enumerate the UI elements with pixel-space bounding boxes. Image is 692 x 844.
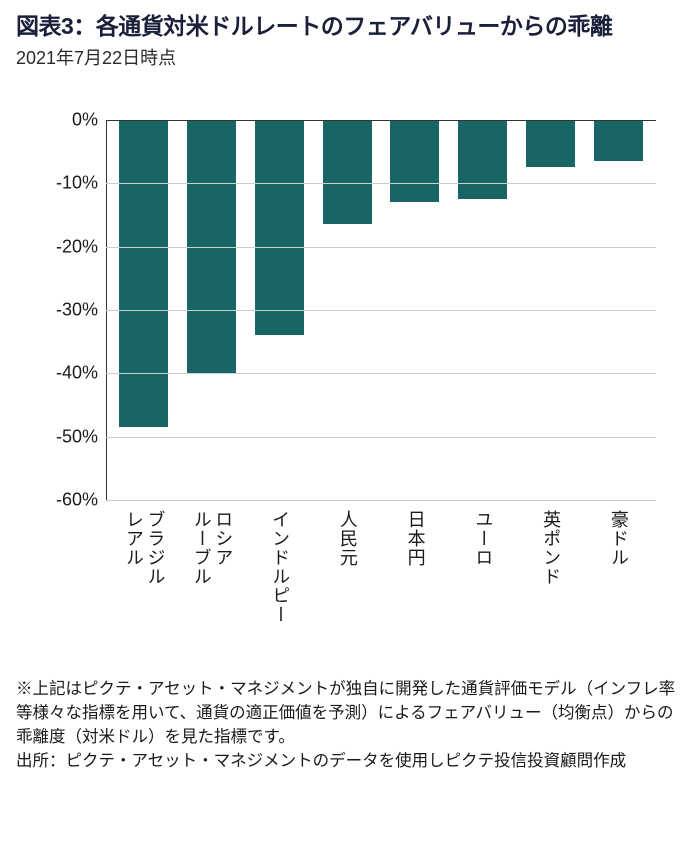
y-tick-label: 0%: [72, 109, 106, 130]
bar: [526, 120, 575, 168]
gridline: [106, 373, 656, 374]
gridline: [106, 120, 656, 121]
x-label-slot: ユーロ: [449, 510, 517, 624]
y-tick-label: -50%: [56, 426, 106, 447]
x-label-slot: 人民元: [313, 510, 381, 624]
plot-area: 0%-10%-20%-30%-40%-50%-60%: [106, 120, 656, 500]
gridline: [106, 183, 656, 184]
x-axis-label: ロシアルーブル: [190, 510, 233, 586]
gridline: [106, 310, 656, 311]
footnote: ※上記はピクテ・アセット・マネジメントが独自に開発した通貨評価モデル（インフレ率…: [16, 678, 676, 774]
gridline: [106, 247, 656, 248]
x-axis-label: ブラジルレアル: [122, 510, 165, 586]
bar: [119, 120, 168, 427]
bar: [323, 120, 372, 225]
x-axis-label: 豪ドル: [607, 510, 629, 567]
x-axis-label: 日本円: [404, 510, 426, 567]
chart-subtitle: 2021年7月22日時点: [16, 44, 676, 70]
footnote-line2: 出所：ピクテ・アセット・マネジメントのデータを使用しピクテ投信投資顧問作成: [16, 752, 626, 770]
y-tick-label: -30%: [56, 299, 106, 320]
bar: [458, 120, 507, 199]
x-axis-labels: ブラジルレアルロシアルーブル インドルピー 人民元 日本円 ユーロ 英ポンド 豪ドル: [106, 510, 656, 624]
bar: [255, 120, 304, 335]
x-label-slot: ブラジルレアル: [110, 510, 178, 624]
x-label-slot: ロシアルーブル: [178, 510, 246, 624]
x-label-slot: 英ポンド: [517, 510, 585, 624]
y-tick-label: -60%: [56, 489, 106, 510]
x-axis-label: インドルピー: [269, 510, 291, 624]
x-axis-label: 英ポンド: [540, 510, 562, 586]
y-tick-label: -40%: [56, 363, 106, 384]
bar: [390, 120, 439, 202]
gridline: [106, 437, 656, 438]
x-axis-label: ユーロ: [472, 510, 494, 567]
x-label-slot: 日本円: [381, 510, 449, 624]
x-axis-label: 人民元: [336, 510, 358, 567]
y-tick-label: -10%: [56, 173, 106, 194]
footnote-line1: ※上記はピクテ・アセット・マネジメントが独自に開発した通貨評価モデル（インフレ率…: [16, 680, 675, 746]
y-tick-label: -20%: [56, 236, 106, 257]
x-label-slot: インドルピー: [246, 510, 314, 624]
chart-area: 0%-10%-20%-30%-40%-50%-60% ブラジルレアルロシアルーブ…: [16, 110, 676, 650]
bar: [594, 120, 643, 161]
chart-title: 図表3：各通貨対米ドルレートのフェアバリューからの乖離: [16, 12, 676, 42]
gridline: [106, 500, 656, 501]
x-label-slot: 豪ドル: [584, 510, 652, 624]
